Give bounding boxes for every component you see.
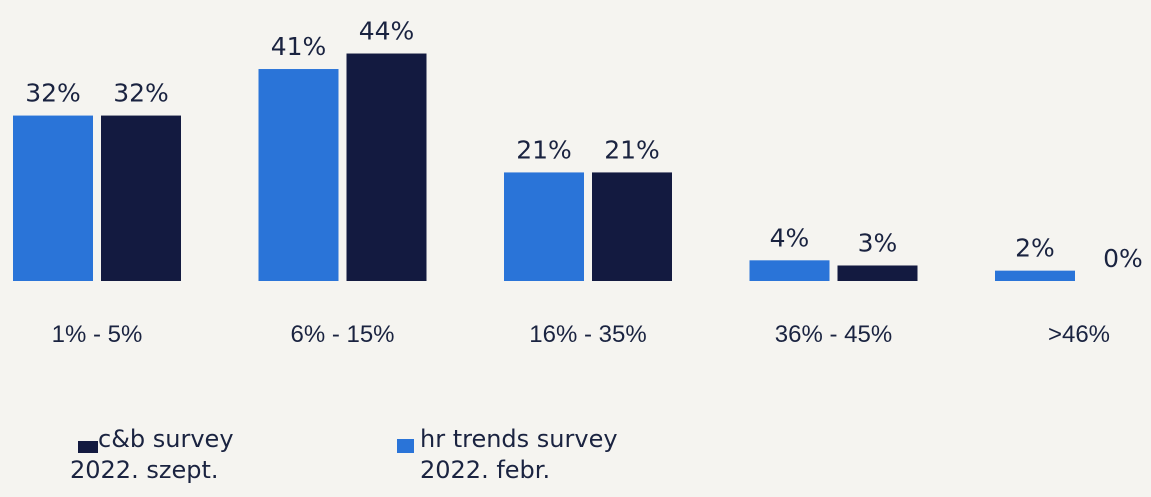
data-label: 2% (1015, 234, 1055, 263)
legend-swatch (78, 441, 98, 453)
bar (504, 172, 584, 281)
data-label: 41% (271, 32, 327, 61)
legend-label: c&b survey 2022. szept. (70, 425, 234, 484)
bar (749, 260, 830, 281)
x-tick-label: 36% - 45% (775, 321, 892, 348)
data-label: 3% (858, 228, 898, 257)
x-tick-label: 6% - 15% (290, 321, 394, 348)
data-label: 32% (25, 79, 81, 108)
bar (346, 53, 427, 281)
x-tick-label: >46% (1048, 321, 1110, 348)
bar (837, 265, 918, 281)
data-label: 4% (770, 223, 810, 252)
data-label: 21% (604, 135, 660, 164)
legend-swatch (397, 439, 414, 453)
legend-label: hr trends survey 2022. febr. (420, 425, 618, 484)
bar (101, 115, 181, 281)
data-label: 32% (113, 79, 169, 108)
data-label: 44% (359, 17, 415, 46)
data-label: 0% (1103, 244, 1143, 273)
bar (592, 172, 672, 281)
x-tick-label: 16% - 35% (529, 321, 646, 348)
x-tick-label: 1% - 5% (52, 321, 143, 348)
data-label: 21% (516, 135, 572, 164)
bar (995, 270, 1075, 281)
bar (13, 115, 93, 281)
bar (258, 69, 339, 281)
